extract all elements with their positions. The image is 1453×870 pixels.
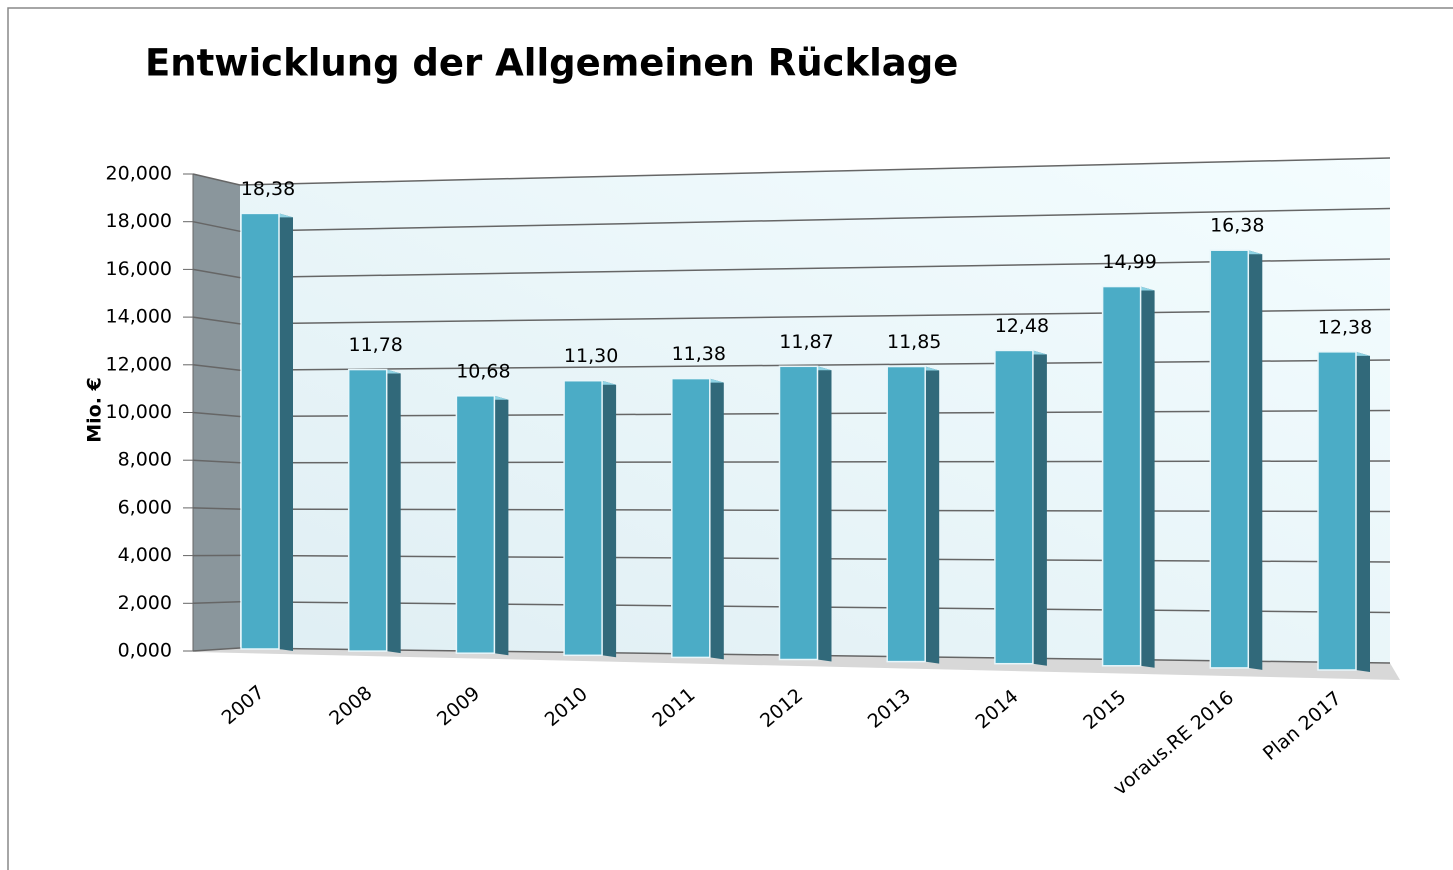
value-label: 11,87 <box>779 331 833 353</box>
y-tick-label: 12,000 <box>106 353 172 375</box>
bar-side <box>1248 250 1263 670</box>
y-tick-label: 6,000 <box>118 496 172 518</box>
value-label: 12,38 <box>1318 316 1372 338</box>
grid-line <box>192 173 241 186</box>
bar-side <box>1032 350 1047 666</box>
bar <box>1101 285 1142 667</box>
y-tick-label: 14,000 <box>106 306 172 328</box>
grid-line <box>192 411 241 418</box>
bar-side <box>709 378 724 660</box>
bar <box>455 395 496 654</box>
value-label: 11,30 <box>564 345 618 367</box>
grid-line <box>192 316 241 325</box>
bar <box>1209 249 1250 669</box>
bar <box>563 379 603 657</box>
bar <box>347 368 388 652</box>
bar <box>994 349 1034 665</box>
floor <box>193 648 1400 680</box>
grid-line <box>192 600 241 605</box>
value-label: 11,78 <box>348 334 402 356</box>
bar-side <box>925 366 940 664</box>
value-label: 14,99 <box>1102 251 1156 273</box>
bar <box>240 212 280 650</box>
y-axis-label: Mio. € <box>84 377 106 443</box>
grid-line <box>192 220 241 233</box>
bar-side <box>1140 286 1155 668</box>
y-tick-label: 18,000 <box>106 210 172 232</box>
bar-side <box>1356 351 1370 672</box>
bar <box>671 377 711 659</box>
bar-side <box>494 395 509 656</box>
value-label: 11,85 <box>887 331 941 353</box>
y-tick-label: 16,000 <box>106 258 172 280</box>
grid-line <box>192 268 241 279</box>
grid-line <box>239 359 1391 371</box>
y-tick-label: 2,000 <box>118 592 172 614</box>
y-tick-label: 20,000 <box>106 163 172 185</box>
bar <box>886 365 926 663</box>
y-tick-label: 10,000 <box>106 401 172 423</box>
bar <box>778 365 819 661</box>
chart-title: Entwicklung der Allgemeinen Rücklage <box>145 42 958 85</box>
grid-line <box>192 459 241 464</box>
grid-line <box>192 647 241 652</box>
bar-side <box>386 369 401 654</box>
bar-side <box>817 366 832 662</box>
grid-line <box>239 258 1391 279</box>
grid-line <box>239 207 1391 233</box>
grid-line <box>239 308 1391 325</box>
grid-line <box>239 157 1391 186</box>
side-wall <box>193 174 240 651</box>
value-label: 18,38 <box>241 178 295 200</box>
value-label: 12,48 <box>995 315 1049 337</box>
value-label: 10,68 <box>456 360 510 382</box>
bar <box>1317 351 1357 671</box>
value-label: 11,38 <box>672 343 726 365</box>
y-tick-label: 0,000 <box>118 640 172 662</box>
bar-side <box>602 380 617 658</box>
value-label: 16,38 <box>1210 215 1264 237</box>
y-tick-label: 8,000 <box>118 449 172 471</box>
y-tick-label: 4,000 <box>118 544 172 566</box>
grid-line <box>192 364 241 371</box>
bar-side <box>279 213 293 652</box>
grid-line <box>192 507 241 510</box>
